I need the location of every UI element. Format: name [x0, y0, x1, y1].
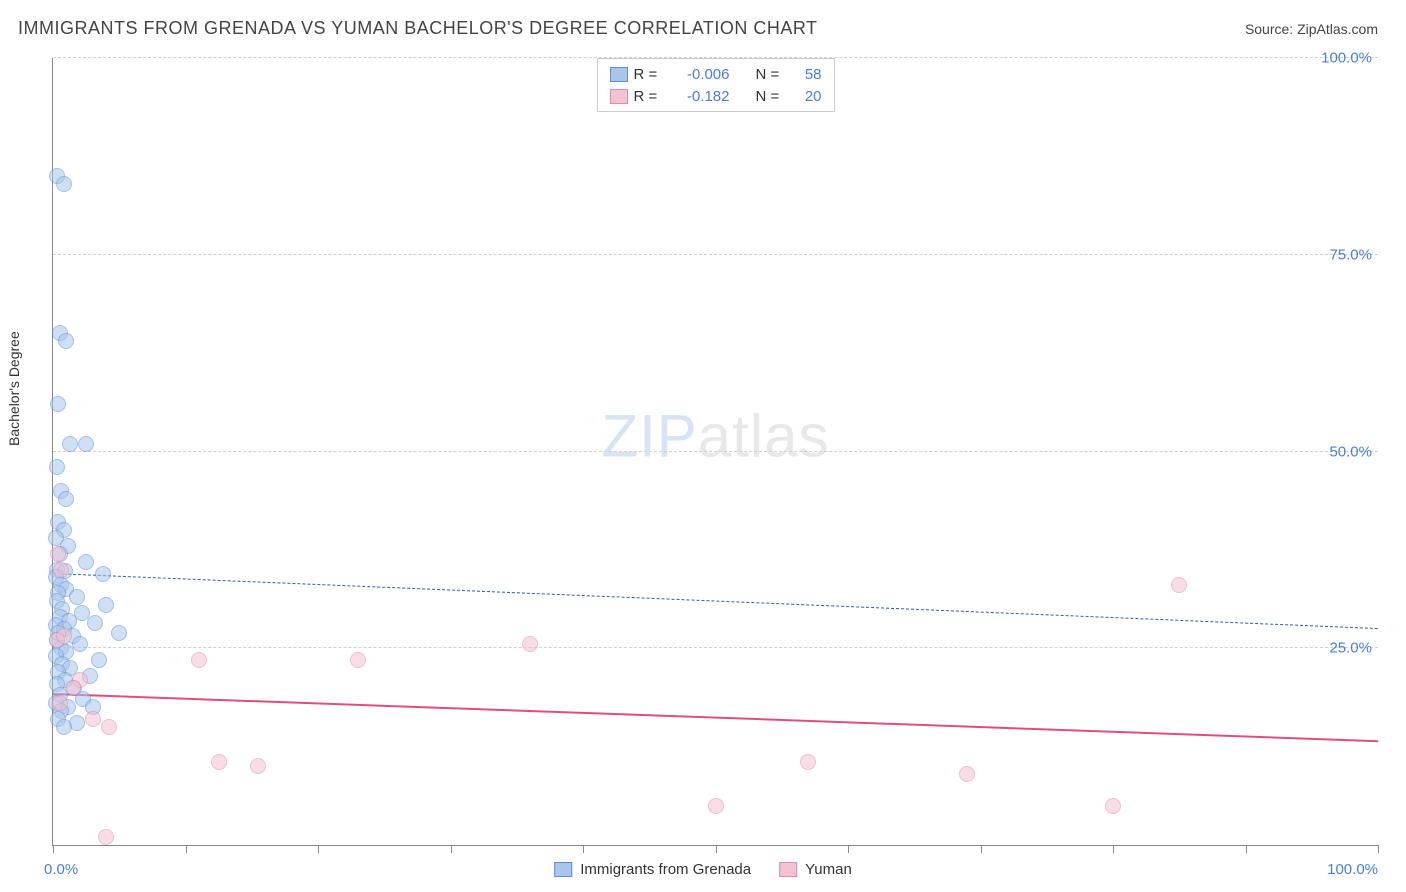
r-value-1: -0.006	[674, 66, 730, 83]
legend-item-1: Immigrants from Grenada	[554, 861, 751, 878]
data-point	[111, 625, 127, 641]
r-label-2: R =	[634, 88, 668, 105]
x-tick	[451, 845, 452, 853]
data-point	[800, 754, 816, 770]
x-tick	[583, 845, 584, 853]
legend-item-2: Yuman	[779, 861, 852, 878]
data-point	[85, 711, 101, 727]
data-point	[52, 695, 68, 711]
series-legend: Immigrants from Grenada Yuman	[554, 861, 852, 878]
data-point	[191, 652, 207, 668]
n-value-1: 58	[796, 66, 822, 83]
legend-swatch-1	[554, 862, 572, 877]
data-point	[250, 758, 266, 774]
gridline-h	[53, 254, 1378, 255]
y-tick-label: 50.0%	[1329, 443, 1372, 460]
data-point	[58, 491, 74, 507]
swatch-series-2	[610, 89, 628, 104]
y-axis-label: Bachelor's Degree	[6, 331, 22, 446]
chart-title: IMMIGRANTS FROM GRENADA VS YUMAN BACHELO…	[18, 18, 818, 39]
gridline-h	[53, 57, 1378, 58]
data-point	[56, 628, 72, 644]
data-point	[50, 546, 66, 562]
y-tick-label: 75.0%	[1329, 246, 1372, 263]
x-tick	[53, 845, 54, 853]
legend-label-1: Immigrants from Grenada	[580, 861, 751, 878]
data-point	[91, 652, 107, 668]
watermark-zip: ZIP	[601, 402, 697, 469]
data-point	[56, 719, 72, 735]
data-point	[522, 636, 538, 652]
data-point	[708, 798, 724, 814]
x-axis-max-label: 100.0%	[1327, 861, 1378, 878]
data-point	[98, 829, 114, 845]
n-label-2: N =	[756, 88, 790, 105]
data-point	[211, 754, 227, 770]
data-point	[62, 436, 78, 452]
gridline-h	[53, 647, 1378, 648]
data-point	[78, 436, 94, 452]
legend-swatch-2	[779, 862, 797, 877]
data-point	[56, 176, 72, 192]
trend-line	[53, 693, 1378, 742]
y-tick-label: 25.0%	[1329, 640, 1372, 657]
data-point	[98, 597, 114, 613]
x-tick	[1246, 845, 1247, 853]
x-tick	[1378, 845, 1379, 853]
legend-label-2: Yuman	[805, 861, 852, 878]
data-point	[69, 589, 85, 605]
data-point	[95, 566, 111, 582]
data-point	[78, 554, 94, 570]
watermark: ZIPatlas	[601, 401, 829, 470]
x-tick	[1113, 845, 1114, 853]
x-tick	[848, 845, 849, 853]
n-value-2: 20	[796, 88, 822, 105]
data-point	[959, 766, 975, 782]
source-value: ZipAtlas.com	[1297, 21, 1378, 37]
stats-legend: R = -0.006 N = 58 R = -0.182 N = 20	[597, 58, 835, 112]
x-axis-origin-label: 0.0%	[44, 861, 78, 878]
data-point	[350, 652, 366, 668]
n-label-1: N =	[756, 66, 790, 83]
x-tick	[318, 845, 319, 853]
source-credit: Source: ZipAtlas.com	[1245, 21, 1378, 37]
data-point	[1171, 577, 1187, 593]
data-point	[50, 396, 66, 412]
data-point	[1105, 798, 1121, 814]
x-tick	[981, 845, 982, 853]
data-point	[65, 680, 81, 696]
data-point	[53, 562, 69, 578]
r-value-2: -0.182	[674, 88, 730, 105]
source-label: Source:	[1245, 21, 1297, 37]
plot-region: ZIPatlas R = -0.006 N = 58 R = -0.182 N …	[52, 58, 1378, 846]
swatch-series-1	[610, 67, 628, 82]
watermark-atlas: atlas	[698, 402, 830, 469]
y-tick-label: 100.0%	[1321, 50, 1372, 67]
gridline-h	[53, 451, 1378, 452]
chart-area: ZIPatlas R = -0.006 N = 58 R = -0.182 N …	[52, 58, 1378, 846]
r-label-1: R =	[634, 66, 668, 83]
stats-row-series-1: R = -0.006 N = 58	[610, 63, 822, 85]
stats-row-series-2: R = -0.182 N = 20	[610, 85, 822, 107]
data-point	[101, 719, 117, 735]
data-point	[58, 333, 74, 349]
x-tick	[716, 845, 717, 853]
data-point	[87, 615, 103, 631]
x-tick	[186, 845, 187, 853]
data-point	[49, 459, 65, 475]
